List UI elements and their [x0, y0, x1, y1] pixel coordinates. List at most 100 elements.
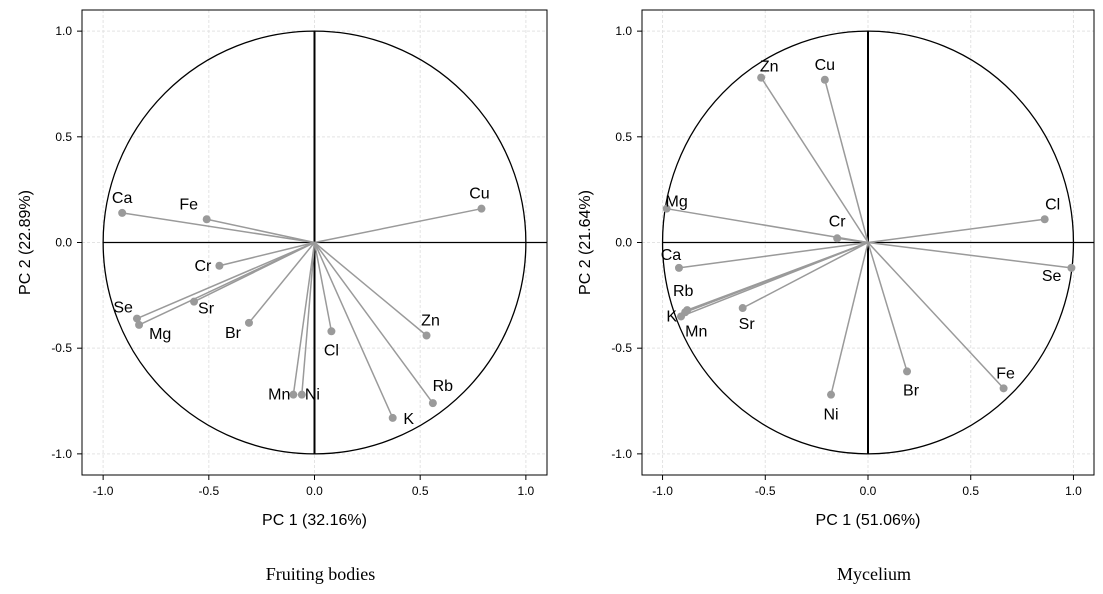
loading-vector-Rb [313, 242, 434, 404]
loading-point-Fe [999, 384, 1008, 393]
loading-point-Mn [289, 390, 298, 399]
loading-point-Cl [327, 327, 336, 336]
point-label-Fe: Fe [179, 196, 198, 213]
loading-point-Cr [215, 261, 224, 270]
point-label-Mn: Mn [268, 387, 290, 404]
y-tick-label: 0.0 [55, 236, 72, 250]
loading-vector-Cu [314, 207, 482, 244]
loading-vector-Cr [837, 237, 869, 244]
y-tick-label: 0.5 [615, 130, 632, 144]
panel-caption: Fruiting bodies [266, 564, 376, 584]
y-tick-label: -1.0 [611, 447, 632, 461]
point-label-Cl: Cl [1045, 196, 1060, 213]
loading-vector-Cl [313, 242, 333, 332]
point-label-Br: Br [225, 325, 242, 342]
loading-vector-Zn [760, 77, 869, 243]
point-label-Ni: Ni [823, 407, 838, 424]
point-label-Zn: Zn [421, 313, 440, 330]
point-label-Cl: Cl [324, 342, 339, 359]
point-label-Mg: Mg [149, 326, 171, 343]
y-tick-label: 1.0 [55, 24, 72, 38]
point-label-Zn: Zn [760, 59, 779, 76]
loading-point-Cl [1040, 215, 1049, 224]
loading-vector-Ni [301, 242, 316, 395]
loading-vector-Zn [314, 241, 428, 337]
x-tick-label: 0.0 [860, 484, 877, 498]
x-tick-label: 0.0 [306, 484, 323, 498]
loading-vector-Br [248, 242, 316, 324]
point-label-Se: Se [1042, 268, 1062, 285]
x-tick-label: -0.5 [755, 484, 776, 498]
point-label-Cr: Cr [829, 213, 847, 230]
loading-point-Se [1067, 263, 1076, 272]
panel-caption: Mycelium [837, 564, 911, 584]
point-label-Cr: Cr [194, 258, 212, 275]
point-label-Cu: Cu [469, 186, 489, 203]
point-label-Sr: Sr [739, 316, 756, 333]
loading-vector-Ca [122, 212, 315, 244]
y-axis-label: PC 2 (21.64%) [577, 190, 594, 295]
loading-point-Cr [833, 234, 842, 243]
loading-vector-Mg [138, 241, 315, 326]
loading-vector-Se [136, 241, 315, 320]
loading-point-Ni [297, 390, 306, 399]
loading-point-Ca [118, 208, 127, 217]
loading-point-Sr [190, 297, 199, 306]
point-label-Ni: Ni [305, 387, 320, 404]
loading-point-Mn [681, 308, 690, 317]
loading-vector-Cl [867, 218, 1045, 244]
point-label-Fe: Fe [996, 365, 1015, 382]
point-label-K: K [403, 411, 414, 428]
loading-vector-Cu [824, 79, 869, 243]
pca-panel-2: -1.0 -0.5 0.0 0.5 1.0 -1.0 -0.5 0.0 0.5 1.0 PC 1 (… [577, 9, 1095, 584]
point-label-Cu: Cu [815, 57, 835, 74]
loading-point-Cu [477, 204, 486, 213]
pca-panel-1: -1.0 -0.5 0.0 0.5 1.0 -1.0 -0.5 0.0 0.5 1.0 PC 1 (… [17, 9, 548, 584]
loading-vector-Fe [206, 218, 315, 244]
loading-point-Fe [202, 215, 211, 224]
loading-vector-Se [867, 241, 1072, 269]
y-tick-label: -0.5 [51, 341, 72, 355]
loading-point-Br [903, 367, 912, 376]
loading-vector-Br [867, 242, 908, 372]
loading-vector-Ca [678, 241, 869, 269]
y-tick-label: 1.0 [615, 24, 632, 38]
loading-point-Mg [662, 204, 671, 213]
x-axis-label: PC 1 (32.16%) [262, 512, 367, 529]
point-label-K: K [666, 308, 677, 325]
loading-vector-Sr [742, 241, 869, 309]
x-tick-label: 1.0 [518, 484, 535, 498]
loading-point-Br [244, 318, 253, 327]
loading-point-Ca [674, 263, 683, 272]
loading-point-Sr [738, 304, 747, 313]
point-label-Ca: Ca [661, 247, 682, 264]
y-axis-label: PC 2 (22.89%) [17, 190, 34, 295]
loading-point-Zn [422, 331, 431, 340]
loading-point-Ni [827, 390, 836, 399]
x-tick-label: 0.5 [412, 484, 429, 498]
point-label-Ca: Ca [112, 190, 133, 207]
loading-vector-Fe [867, 241, 1005, 389]
point-label-Mn: Mn [685, 323, 707, 340]
point-label-Sr: Sr [198, 301, 215, 318]
point-label-Rb: Rb [673, 283, 694, 300]
loading-point-Rb [428, 399, 437, 408]
x-tick-label: 1.0 [1065, 484, 1082, 498]
point-label-Rb: Rb [433, 378, 454, 395]
loading-point-Zn [757, 73, 766, 82]
point-label-Se: Se [113, 300, 133, 317]
x-tick-label: -1.0 [652, 484, 673, 498]
loading-vector-Ni [830, 242, 869, 395]
loading-vector-Mn [292, 242, 316, 395]
loading-vector-Mn [684, 241, 869, 313]
loading-point-K [388, 413, 397, 422]
y-tick-label: 0.0 [615, 236, 632, 250]
loading-point-Cu [820, 75, 829, 84]
y-tick-label: -1.0 [51, 447, 72, 461]
loading-point-Se [132, 314, 141, 323]
y-tick-label: 0.5 [55, 130, 72, 144]
point-label-Br: Br [903, 382, 920, 399]
x-tick-label: 0.5 [962, 484, 979, 498]
loading-point-Mg [135, 320, 144, 329]
